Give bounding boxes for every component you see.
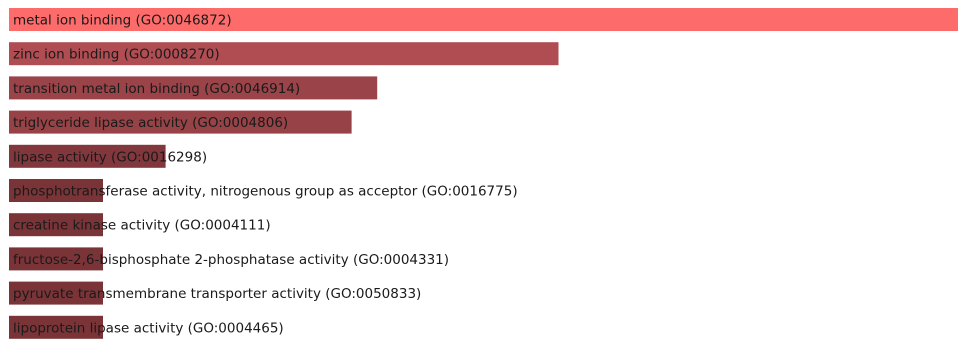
bar-8 [9, 281, 103, 305]
bar-4 [9, 144, 166, 168]
bar-label-2: transition metal ion binding (GO:0046914… [13, 81, 300, 97]
bar-label-1: zinc ion binding (GO:0008270) [13, 47, 220, 63]
bar-9 [9, 315, 103, 339]
bar-2 [9, 76, 378, 100]
bar-label-5: phosphotransferase activity, nitrogenous… [13, 184, 518, 200]
bar-7 [9, 247, 103, 271]
bar-label-8: pyruvate transmembrane transporter activ… [13, 286, 421, 302]
bar-label-0: metal ion binding (GO:0046872) [13, 13, 232, 29]
bar-label-7: fructose-2,6-bisphosphate 2-phosphatase … [13, 252, 449, 268]
bar-6 [9, 213, 103, 237]
bar-5 [9, 179, 103, 202]
bar-label-9: lipoprotein lipase activity (GO:0004465) [13, 320, 284, 336]
bar-0 [9, 8, 958, 31]
bar-1 [9, 42, 559, 66]
bar-label-6: creatine kinase activity (GO:0004111) [13, 218, 271, 234]
bar-3 [9, 110, 352, 134]
bar-label-3: triglyceride lipase activity (GO:0004806… [13, 115, 288, 131]
bar-label-4: lipase activity (GO:0016298) [13, 149, 207, 165]
